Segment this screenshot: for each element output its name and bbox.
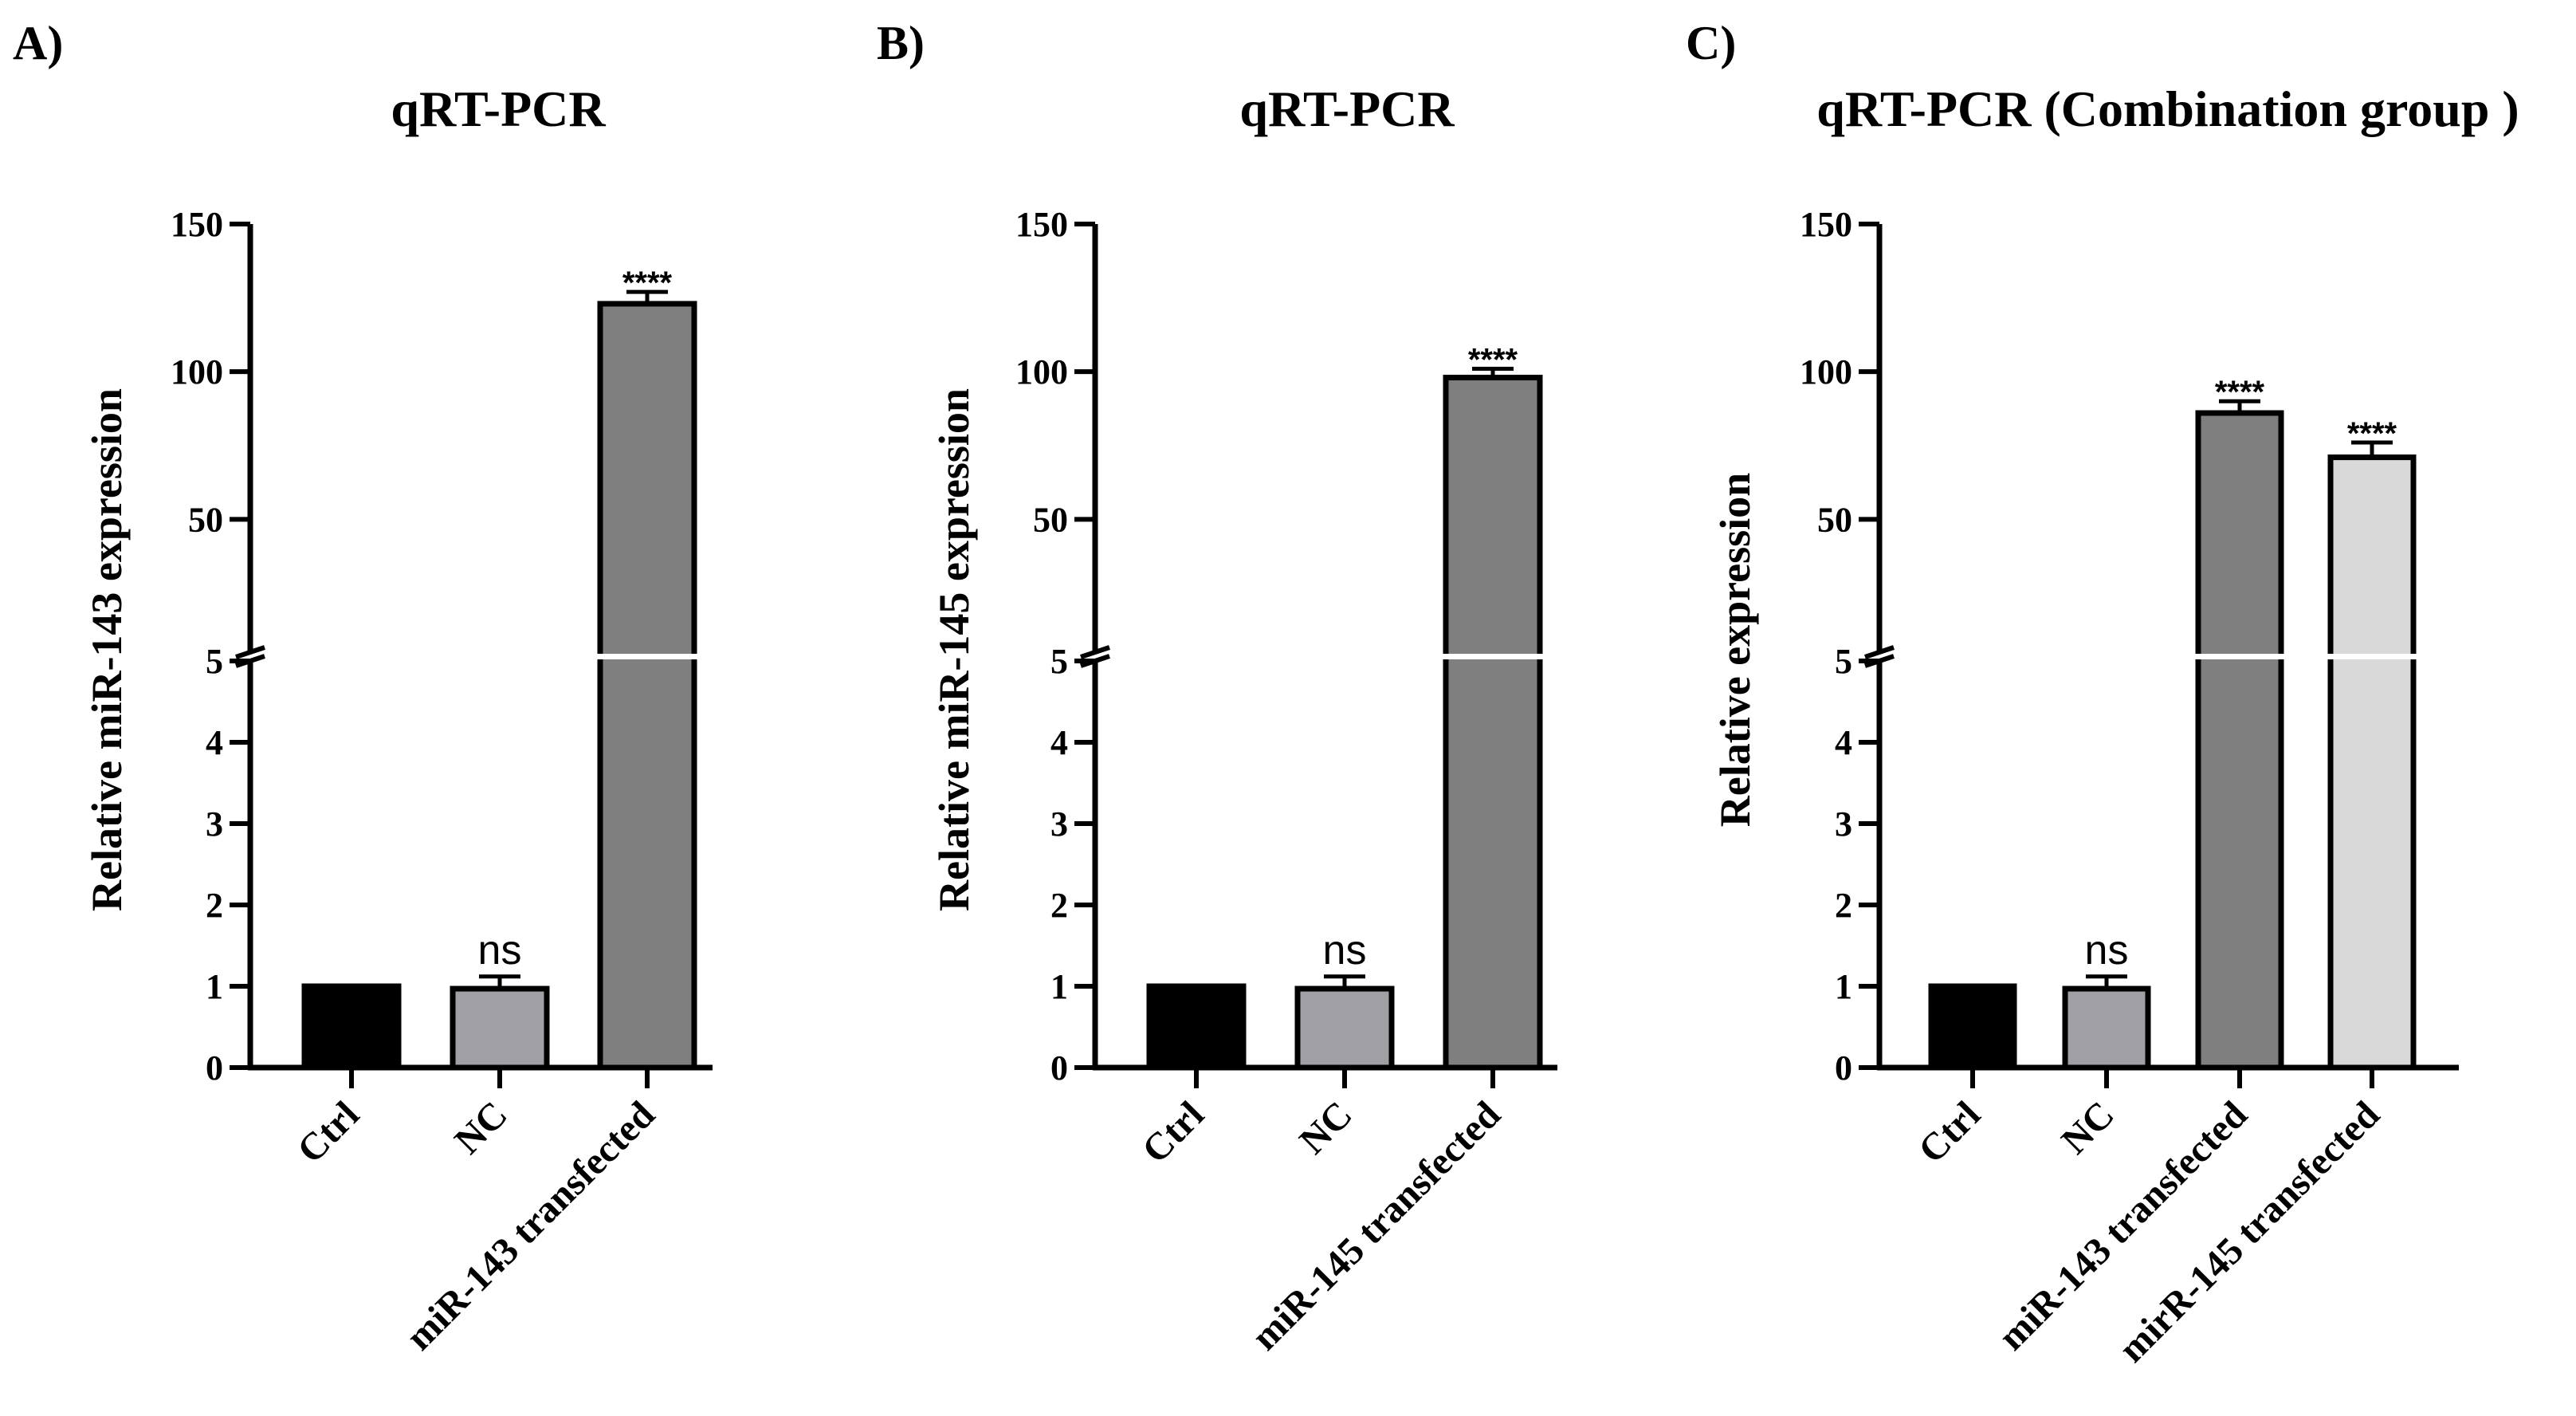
panel-3-bar-break-gap [2327,654,2417,659]
panel-3-y-axis-label: Relative expression [1711,473,1759,827]
panel-3-bar-break-gap [2194,654,2285,659]
panel-1-x-category-label-2: NC [446,1093,515,1162]
panel-3-bar-1 [1928,983,2017,1071]
panel-1-bar-3 [597,301,697,1071]
panel-3-title: qRT-PCR (Combination group ) [1816,81,2519,137]
panel-3-bar-4 [2327,454,2417,1071]
panel-3-bar-2 [2062,985,2151,1071]
panel-3-axis-break-mark-1 [1864,645,1895,659]
panel-3-y-tick-label: 2 [1835,886,1852,925]
panel-3-x-category-label-2: NC [2053,1093,2122,1162]
panel-2-bar-3 [1443,375,1543,1071]
panel-2-y-tick-label: 0 [1050,1048,1068,1088]
panel-1-bar-break-gap [596,654,698,659]
panel-1-y-tick-label: 1 [206,967,223,1006]
panel-3-x-category-label-1: Ctrl [1910,1093,1989,1171]
panel-1-x-category-label-3: miR-143 transfected [398,1093,663,1359]
panel-2-title: qRT-PCR [1239,81,1455,137]
panel-1-significance-2: ns [478,927,522,974]
panel-2-label: B) [877,17,925,69]
panel-1-y-axis-label: Relative miR-143 expression [83,388,131,911]
panel-1-title: qRT-PCR [391,81,606,137]
panel-2-bar-break-gap [1442,654,1544,659]
panel-3-label: C) [1686,17,1736,69]
panel-3-y-tick-label: 4 [1835,723,1852,762]
panel-1-significance-3: **** [622,266,673,301]
panel-3-significance-3: **** [2215,375,2265,410]
panel-2-axis-break-mark-1 [1080,645,1110,659]
panel-1-label: A) [13,17,63,69]
panel-2-bar-1 [1146,983,1247,1071]
panel-2-significance-3: **** [1468,342,1518,377]
panel-1-y-tick-label: 5 [206,642,223,681]
panel-1-y-tick-label: 100 [171,352,223,391]
panel-1-y-tick-label: 150 [171,205,223,244]
panel-1-bar-1 [301,983,402,1071]
panel-1-y-tick-label: 2 [206,886,223,925]
panel-2-y-tick-label: 1 [1050,967,1068,1006]
panel-3-significance-2: ns [2085,927,2129,974]
panel-3-y-tick-label: 5 [1835,642,1852,681]
panel-1-y-tick-label: 4 [206,723,223,762]
panel-3-y-tick-label: 3 [1835,804,1852,844]
panel-2-y-tick-label: 150 [1015,205,1068,244]
panel-2-y-tick-label: 50 [1033,500,1068,539]
panel-3-y-tick-label: 150 [1800,205,1852,244]
panel-1-bar-2 [450,985,550,1071]
panel-2-x-category-label-2: NC [1291,1093,1360,1162]
panel-1-y-tick-label: 3 [206,804,223,844]
panel-1-y-tick-label: 0 [206,1048,223,1088]
panel-1: A) qRT-PCR Relative miR-143 expression 0 1 2 3… [13,17,713,1359]
panel-3-y-tick-label: 1 [1835,967,1852,1006]
panel-3-x-category-label-3: miR-143 transfected [1990,1093,2256,1359]
panel-3-x-category-label-4: mirR-145 transfected [2111,1093,2388,1371]
panel-2-y-tick-label: 2 [1050,886,1068,925]
panel-2: B) qRT-PCR Relative miR-145 expression 0 1 2 3… [877,17,1557,1359]
panel-3-y-tick-label: 0 [1835,1048,1852,1088]
panel-2-y-axis-label: Relative miR-145 expression [930,388,978,911]
panel-1-axis-break-mark-1 [235,645,265,659]
panel-3: C) qRT-PCR (Combination group ) Relative e… [1686,17,2519,1371]
panel-1-x-category-label-1: Ctrl [289,1093,367,1171]
panel-3-y-tick-label: 100 [1800,352,1852,391]
panel-2-bar-2 [1294,985,1395,1071]
panel-2-significance-2: ns [1323,927,1367,974]
panel-2-y-tick-label: 3 [1050,804,1068,844]
panel-2-y-tick-label: 5 [1050,642,1068,681]
panel-2-y-tick-label: 4 [1050,723,1068,762]
panel-3-bar-3 [2195,410,2284,1071]
panel-3-significance-4: **** [2347,416,2397,451]
panel-3-y-tick-label: 50 [1817,500,1852,539]
panel-2-x-category-label-3: miR-145 transfected [1243,1093,1509,1359]
panel-2-y-tick-label: 100 [1015,352,1068,391]
panel-1-y-tick-label: 50 [188,500,223,539]
panel-2-x-category-label-1: Ctrl [1134,1093,1212,1171]
